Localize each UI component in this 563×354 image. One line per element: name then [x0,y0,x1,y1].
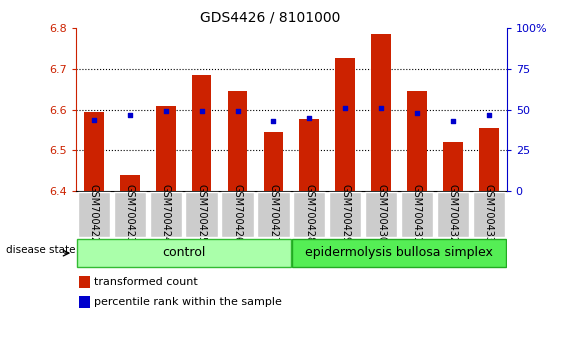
FancyBboxPatch shape [292,239,506,268]
Point [161,109,170,114]
Point [233,109,242,114]
Bar [79,276,90,288]
FancyBboxPatch shape [185,192,218,237]
Point [341,105,350,111]
Text: GSM700424: GSM700424 [160,184,171,243]
Text: GSM700430: GSM700430 [376,184,386,243]
Text: GSM700427: GSM700427 [269,184,279,243]
Point [305,115,314,121]
Text: GSM700428: GSM700428 [304,184,314,243]
Point [126,112,135,118]
Bar [79,296,90,308]
Bar [336,58,355,191]
Text: GSM700431: GSM700431 [412,184,422,243]
Bar [156,105,176,191]
Text: GSM700426: GSM700426 [233,184,243,243]
Bar [479,128,499,191]
Point [484,112,493,118]
Bar [263,132,283,191]
Point [377,105,386,111]
FancyBboxPatch shape [150,192,182,237]
Text: GSM700429: GSM700429 [340,184,350,243]
Text: disease state: disease state [6,245,75,255]
Point [197,109,206,114]
FancyBboxPatch shape [114,192,146,237]
FancyBboxPatch shape [329,192,361,237]
Bar [227,91,247,191]
FancyBboxPatch shape [77,239,291,268]
Text: GSM700433: GSM700433 [484,184,494,243]
Text: transformed count: transformed count [94,277,198,287]
Bar [120,175,140,191]
Bar [192,75,212,191]
FancyBboxPatch shape [472,192,505,237]
Bar [371,34,391,191]
FancyBboxPatch shape [293,192,325,237]
Point [448,118,457,124]
Bar [84,112,104,191]
FancyBboxPatch shape [257,192,289,237]
Text: percentile rank within the sample: percentile rank within the sample [94,297,282,307]
Text: control: control [162,246,205,259]
Text: GSM700422: GSM700422 [89,184,99,243]
Point [413,110,422,116]
FancyBboxPatch shape [401,192,433,237]
FancyBboxPatch shape [365,192,397,237]
Text: GSM700432: GSM700432 [448,184,458,243]
Point [269,118,278,124]
Bar [300,119,319,191]
Bar [443,142,463,191]
FancyBboxPatch shape [221,192,254,237]
FancyBboxPatch shape [78,192,110,237]
Title: GDS4426 / 8101000: GDS4426 / 8101000 [200,10,340,24]
FancyBboxPatch shape [437,192,469,237]
Text: epidermolysis bullosa simplex: epidermolysis bullosa simplex [305,246,493,259]
Bar [407,91,427,191]
Text: GSM700425: GSM700425 [196,184,207,243]
Text: GSM700423: GSM700423 [125,184,135,243]
Point [90,117,99,122]
